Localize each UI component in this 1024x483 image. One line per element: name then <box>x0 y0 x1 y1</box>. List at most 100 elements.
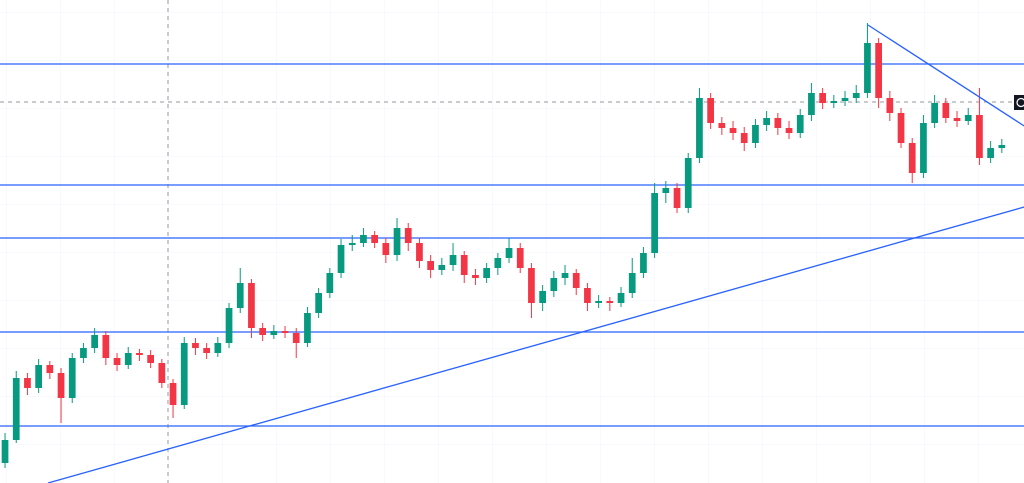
candle-body <box>640 253 647 273</box>
candle-body <box>315 293 322 313</box>
candle-body <box>617 293 625 303</box>
candle-body <box>718 123 726 128</box>
candle-body <box>561 273 569 278</box>
candle-body <box>91 335 98 348</box>
candle-body <box>987 148 994 158</box>
candle-body <box>505 248 513 258</box>
candle-body <box>382 243 390 255</box>
candle-body <box>281 331 289 333</box>
candle-body <box>214 343 222 353</box>
candle-body <box>729 128 737 133</box>
candle-body <box>864 43 871 93</box>
candle-body <box>942 103 950 118</box>
candle-body <box>203 348 210 353</box>
candle-body <box>337 245 345 273</box>
trendlines-group <box>47 24 1024 483</box>
candle-body <box>24 378 31 388</box>
candle-body <box>539 291 546 303</box>
candle-body <box>102 335 110 358</box>
candle-body <box>225 308 233 343</box>
candle-body <box>113 358 121 365</box>
candle-body <box>528 268 535 303</box>
candle-body <box>169 383 177 405</box>
candle-body <box>304 313 311 343</box>
candle-body <box>427 261 434 270</box>
candle-body <box>707 98 714 123</box>
candle-body <box>158 363 166 383</box>
candle-body <box>46 365 54 373</box>
candle-body <box>393 228 401 255</box>
candle-body <box>998 145 1006 148</box>
candle-body <box>248 283 255 328</box>
candle-body <box>628 273 636 293</box>
candle-body <box>483 268 490 278</box>
candle-body <box>472 275 479 278</box>
candle-body <box>875 43 882 98</box>
candle-body <box>371 235 378 243</box>
candle-body <box>819 93 826 103</box>
candle-body <box>696 98 703 158</box>
candle-body <box>953 118 961 121</box>
levels-group <box>0 63 1024 427</box>
candle-body <box>147 355 154 363</box>
candle-body <box>785 128 793 133</box>
candle-body <box>886 98 894 113</box>
candle-body <box>236 283 244 308</box>
candle-body <box>651 193 658 253</box>
candle-body <box>964 115 972 121</box>
candle-body <box>12 378 20 440</box>
candle-body <box>908 143 916 173</box>
candle-body <box>259 328 266 335</box>
candle-body <box>404 228 412 243</box>
trend-line <box>867 24 1024 127</box>
candle-body <box>124 353 132 365</box>
candle-body <box>136 353 143 355</box>
candle-body <box>438 265 446 270</box>
candle-body <box>460 255 468 275</box>
candle-body <box>808 93 815 115</box>
candle-body <box>68 358 76 398</box>
candle-body <box>752 125 759 143</box>
icon-circle <box>1016 97 1024 108</box>
candle-body <box>494 258 502 268</box>
candle-body <box>449 255 457 265</box>
candle-body <box>662 188 670 193</box>
candle-body <box>976 115 983 158</box>
candle-body <box>550 278 558 291</box>
candle-body <box>192 343 199 348</box>
candle-body <box>897 113 905 143</box>
trend-line <box>47 206 1024 483</box>
candle-body <box>572 273 580 288</box>
candle-body <box>416 243 423 261</box>
candle-body <box>830 101 838 103</box>
candle-body <box>774 118 782 128</box>
candle-body <box>841 98 849 101</box>
candle-body <box>292 333 300 343</box>
candle-body <box>348 243 356 245</box>
candle-body <box>606 301 614 303</box>
price-label-icon <box>1014 95 1024 110</box>
candle-body <box>852 93 860 98</box>
candle-body <box>80 348 87 358</box>
candle-body <box>584 288 591 303</box>
candle-body <box>326 273 334 293</box>
candle-body <box>516 248 524 268</box>
candle-body <box>673 188 681 208</box>
candle-body <box>1 440 9 463</box>
candles-group <box>1 23 1006 468</box>
icon-box <box>1014 95 1024 110</box>
candle-body <box>740 133 748 143</box>
candle-body <box>684 158 692 208</box>
candle-body <box>180 343 188 405</box>
candle-body <box>763 118 770 125</box>
candle-body <box>595 301 602 303</box>
candle-body <box>270 331 278 335</box>
candle-body <box>920 123 927 173</box>
candle-body <box>931 103 938 123</box>
candle-body <box>796 115 804 133</box>
candle-body <box>35 365 42 388</box>
candle-body <box>57 373 65 398</box>
